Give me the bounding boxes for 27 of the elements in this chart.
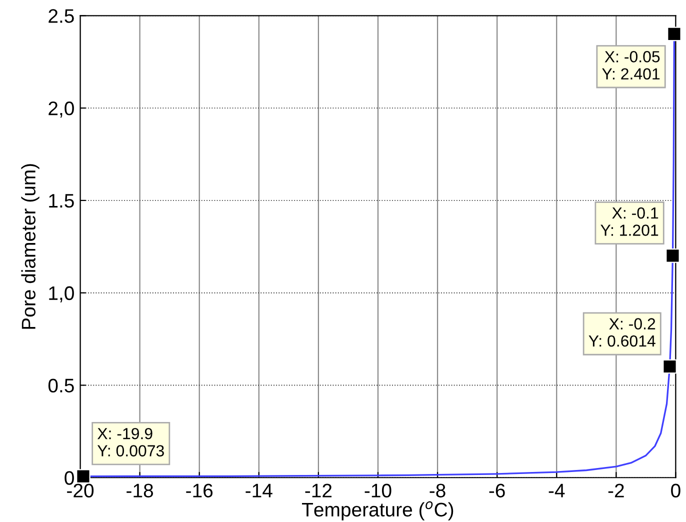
annotation: X: -0.05 Y: 2.401 xyxy=(602,51,660,80)
y-tick-label: 1,0 xyxy=(49,286,74,302)
x-tick-label: -6 xyxy=(489,484,505,498)
point xyxy=(662,359,677,374)
annotation: X: -19.9 Y: 0.0073 xyxy=(97,428,164,456)
x-tick-label: -4 xyxy=(548,484,565,498)
x-tick-label: -14 xyxy=(246,484,272,498)
x-tick-label: -12 xyxy=(305,484,332,498)
y-tick-label: 2,0 xyxy=(48,102,74,118)
x-tick-label: -18 xyxy=(126,484,154,498)
point xyxy=(667,26,682,42)
point xyxy=(76,469,90,484)
x-tick-label: -8 xyxy=(430,484,446,498)
x-axis-title: Temperature ($^{o}$C) xyxy=(302,501,454,520)
x-tick-label: -20 xyxy=(67,484,94,498)
point xyxy=(666,248,680,263)
y-tick-label: 0 xyxy=(64,471,74,485)
x-tick-label: -10 xyxy=(364,484,392,498)
annotation: X: -0.1 Y: 1.201 xyxy=(600,207,658,236)
y-tick-label: 0.5 xyxy=(48,378,74,392)
x-tick-label: -16 xyxy=(186,484,213,498)
x-tick-label: 0 xyxy=(671,484,680,498)
x-tick-label: -2 xyxy=(608,484,624,498)
y-axis-title: Pore diameter (um) xyxy=(21,164,40,329)
annotation: X: -0.2 Y: 0.6014 xyxy=(588,318,656,347)
y-tick-label: 1.5 xyxy=(49,194,74,208)
y-tick-label: 2.5 xyxy=(48,9,74,23)
